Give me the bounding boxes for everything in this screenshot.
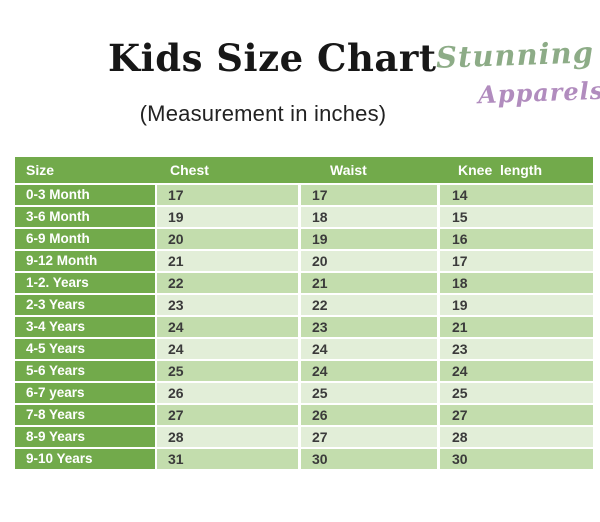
column-header-knee-length: Knee length [458,162,543,178]
size-chart-table: Size Chest Waist Knee length 0-3 Month 17… [15,157,593,471]
chest-value-cell: 26 [157,383,298,403]
table-row: 3-4 Years 24 23 21 [15,317,593,337]
table-row: 9-10 Years 31 30 30 [15,449,593,469]
waist-value-cell: 19 [301,229,437,249]
table-row: 6-7 years 26 25 25 [15,383,593,403]
row-size-cell: 9-12 Month [15,251,155,271]
table-row: 5-6 Years 25 24 24 [15,361,593,381]
table-row: 0-3 Month 17 17 14 [15,185,593,205]
waist-value-cell: 30 [301,449,437,469]
chest-value-cell: 23 [157,295,298,315]
waist-value-cell: 20 [301,251,437,271]
knee-length-value-cell: 25 [440,383,593,403]
waist-value-cell: 24 [301,361,437,381]
waist-value-cell: 18 [301,207,437,227]
waist-value-cell: 17 [301,185,437,205]
waist-value-cell: 21 [301,273,437,293]
knee-length-value-cell: 16 [440,229,593,249]
chest-value-cell: 24 [157,317,298,337]
chest-value-cell: 17 [157,185,298,205]
knee-length-value-cell: 28 [440,427,593,447]
waist-value-cell: 26 [301,405,437,425]
table-row: 3-6 Month 19 18 15 [15,207,593,227]
chest-value-cell: 24 [157,339,298,359]
table-row: 6-9 Month 20 19 16 [15,229,593,249]
knee-length-value-cell: 30 [440,449,593,469]
chest-value-cell: 22 [157,273,298,293]
table-body: 0-3 Month 17 17 14 3-6 Month 19 18 15 6-9 Month 2… [15,185,593,469]
row-size-cell: 1-2. Years [15,273,155,293]
chest-value-cell: 31 [157,449,298,469]
table-header-row: Size Chest Waist Knee length [15,157,593,183]
column-header-size: Size [26,162,55,178]
row-size-cell: 8-9 Years [15,427,155,447]
row-size-cell: 4-5 Years [15,339,155,359]
row-size-cell: 6-7 years [15,383,155,403]
waist-value-cell: 24 [301,339,437,359]
chest-value-cell: 27 [157,405,298,425]
knee-length-value-cell: 14 [440,185,593,205]
chest-value-cell: 21 [157,251,298,271]
row-size-cell: 0-3 Month [15,185,155,205]
brand-name: Stunning [435,35,595,75]
page-title: Kids Size Chart [108,36,437,80]
waist-value-cell: 25 [301,383,437,403]
row-size-cell: 6-9 Month [15,229,155,249]
row-size-cell: 7-8 Years [15,405,155,425]
column-header-chest: Chest [170,162,209,178]
table-row: 8-9 Years 28 27 28 [15,427,593,447]
row-size-cell: 2-3 Years [15,295,155,315]
chest-value-cell: 28 [157,427,298,447]
knee-length-value-cell: 23 [440,339,593,359]
chest-value-cell: 25 [157,361,298,381]
knee-length-value-cell: 21 [440,317,593,337]
waist-value-cell: 22 [301,295,437,315]
table-row: 7-8 Years 27 26 27 [15,405,593,425]
table-row: 4-5 Years 24 24 23 [15,339,593,359]
chest-value-cell: 20 [157,229,298,249]
waist-value-cell: 27 [301,427,437,447]
subtitle: (Measurement in inches) [139,101,387,126]
table-row: 1-2. Years 22 21 18 [15,273,593,293]
waist-value-cell: 23 [301,317,437,337]
row-size-cell: 5-6 Years [15,361,155,381]
knee-length-value-cell: 18 [440,273,593,293]
knee-length-value-cell: 15 [440,207,593,227]
table-row: 2-3 Years 23 22 19 [15,295,593,315]
row-size-cell: 9-10 Years [15,449,155,469]
knee-length-value-cell: 17 [440,251,593,271]
chest-value-cell: 19 [157,207,298,227]
column-header-waist: Waist [330,162,367,178]
knee-length-value-cell: 24 [440,361,593,381]
knee-length-value-cell: 19 [440,295,593,315]
row-size-cell: 3-6 Month [15,207,155,227]
table-row: 9-12 Month 21 20 17 [15,251,593,271]
row-size-cell: 3-4 Years [15,317,155,337]
knee-length-value-cell: 27 [440,405,593,425]
